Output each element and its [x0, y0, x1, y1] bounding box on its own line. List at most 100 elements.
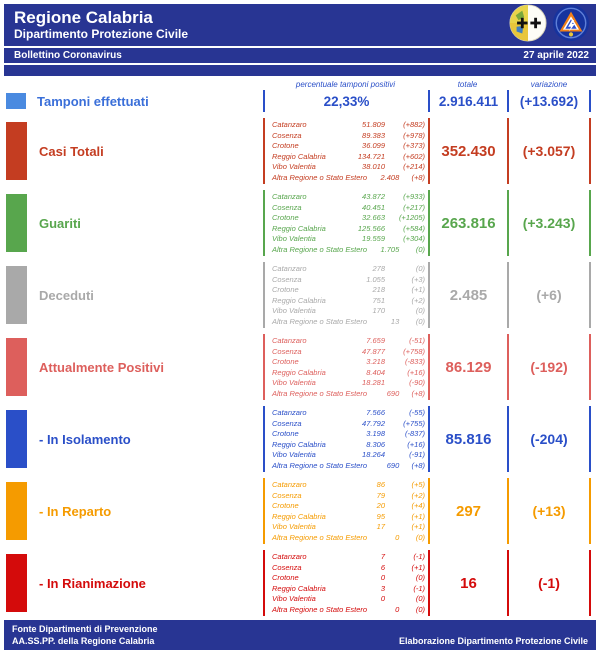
province-value: 86 — [376, 480, 385, 489]
category-variation: (+13) — [507, 478, 591, 544]
category-total: 263.816 — [428, 190, 507, 256]
province-delta: (0) — [415, 264, 425, 273]
province-value: 1.705 — [380, 244, 400, 254]
province-value: 79 — [376, 490, 385, 500]
province-value: 0 — [380, 573, 385, 582]
province-value: 3.198 — [366, 429, 385, 438]
category-total: 352.430 — [428, 118, 507, 184]
province-value: 89.383 — [362, 130, 385, 140]
province-value: 3 — [380, 583, 385, 593]
province-value: 18.264 — [362, 450, 385, 459]
category-label-cell: - In Rianimazione — [4, 550, 263, 616]
tamponi-row: Tamponi effettuati 22,33% 2.916.411 (+13… — [4, 90, 596, 112]
province-value: 17 — [376, 522, 385, 531]
province-line: Vibo Valentia 17 (+1) — [272, 523, 425, 531]
tamponi-percent-value: 22,33% — [263, 90, 428, 112]
category-row: Deceduti Catanzaro 278 (0) Cosenza 1.055… — [4, 262, 596, 328]
province-delta: (0) — [415, 244, 425, 254]
province-name: Catanzaro — [272, 120, 307, 129]
province-list: Catanzaro 7 (-1) Cosenza 6 (+1) Crotone … — [263, 550, 428, 616]
province-name: Cosenza — [272, 346, 302, 356]
province-name: Reggio Calabria — [272, 151, 326, 161]
province-delta: (0) — [415, 573, 425, 582]
bulletin-date: 27 aprile 2022 — [523, 50, 589, 61]
province-value: 2.408 — [380, 172, 400, 182]
province-name: Vibo Valentia — [272, 378, 316, 387]
category-label-cell: - In Isolamento — [4, 406, 263, 472]
province-line: Crotone 3.218 (-833) — [272, 358, 425, 366]
province-name: Catanzaro — [272, 480, 307, 489]
province-value: 7.659 — [366, 336, 385, 345]
province-delta: (-1) — [413, 552, 425, 561]
province-line: Crotone 36.099 (+373) — [272, 142, 425, 150]
tamponi-total-value: 2.916.411 — [428, 90, 507, 112]
category-variation: (+3.057) — [507, 118, 591, 184]
category-row: - In Isolamento Catanzaro 7.566 (-55) Co… — [4, 406, 596, 472]
footer-line2: AA.SS.PP. della Regione Calabria Elabora… — [12, 636, 588, 646]
province-line: Crotone 3.198 (-837) — [272, 430, 425, 438]
category-total: 16 — [428, 550, 507, 616]
province-line: Altra Regione o Stato Estero 690 (+8) — [272, 389, 425, 398]
province-value: 751 — [372, 295, 385, 305]
province-delta: (0) — [415, 594, 425, 603]
tamponi-color-swatch — [6, 93, 26, 109]
category-color-bar — [6, 194, 27, 252]
province-list: Catanzaro 7.659 (-51) Cosenza 47.877 (+7… — [263, 334, 428, 400]
province-line: Cosenza 47.877 (+758) — [272, 346, 425, 356]
bulletin-bar: Bollettino Coronavirus 27 aprile 2022 — [4, 48, 596, 63]
category-row: Guariti Catanzaro 43.872 (+933) Cosenza … — [4, 190, 596, 256]
category-total: 2.485 — [428, 262, 507, 328]
rows-container: Casi Totali Catanzaro 51.809 (+882) Cose… — [4, 118, 596, 616]
category-label-cell: Casi Totali — [4, 118, 263, 184]
province-line: Catanzaro 7.659 (-51) — [272, 337, 425, 345]
province-value: 0 — [395, 604, 400, 614]
province-delta: (-55) — [409, 408, 425, 417]
footer-source-line1: Fonte Dipartimenti di Prevenzione — [12, 624, 158, 635]
category-row: - In Reparto Catanzaro 86 (+5) Cosenza 7… — [4, 478, 596, 544]
province-line: Catanzaro 86 (+5) — [272, 481, 425, 489]
province-line: Catanzaro 278 (0) — [272, 265, 425, 273]
province-value: 51.809 — [362, 120, 385, 129]
province-name: Vibo Valentia — [272, 306, 316, 315]
province-name: Crotone — [272, 501, 299, 510]
province-line: Cosenza 89.383 (+978) — [272, 130, 425, 140]
province-delta: (+978) — [403, 130, 425, 140]
province-name: Catanzaro — [272, 552, 307, 561]
province-name: Vibo Valentia — [272, 594, 316, 603]
province-line: Cosenza 6 (+1) — [272, 562, 425, 572]
province-list: Catanzaro 43.872 (+933) Cosenza 40.451 (… — [263, 190, 428, 256]
category-label-cell: - In Reparto — [4, 478, 263, 544]
province-delta: (-51) — [409, 336, 425, 345]
province-delta: (+758) — [403, 346, 425, 356]
province-delta: (+217) — [403, 202, 425, 212]
province-value: 38.010 — [362, 162, 385, 171]
province-value: 690 — [386, 460, 400, 470]
province-name: Reggio Calabria — [272, 223, 326, 233]
province-value: 6 — [380, 562, 385, 572]
province-delta: (+1) — [411, 562, 425, 572]
province-delta: (+8) — [411, 172, 425, 182]
province-value: 218 — [372, 285, 385, 294]
province-name: Altra Regione o Stato Estero — [272, 172, 368, 182]
province-name: Altra Regione o Stato Estero — [272, 604, 368, 614]
variation-column-header: variazione — [530, 80, 568, 89]
footer-source-line2: AA.SS.PP. della Regione Calabria — [12, 635, 155, 646]
regione-calabria-logo-icon — [509, 3, 547, 47]
total-column-header: totale — [457, 80, 478, 89]
province-delta: (+16) — [407, 367, 425, 377]
province-name: Crotone — [272, 429, 299, 438]
province-line: Altra Regione o Stato Estero 690 (+8) — [272, 460, 425, 470]
province-name: Catanzaro — [272, 336, 307, 345]
province-name: Reggio Calabria — [272, 511, 326, 521]
province-list: Catanzaro 51.809 (+882) Cosenza 89.383 (… — [263, 118, 428, 184]
province-line: Crotone 0 (0) — [272, 574, 425, 582]
category-color-bar — [6, 266, 27, 324]
category-row: Casi Totali Catanzaro 51.809 (+882) Cose… — [4, 118, 596, 184]
province-line: Altra Regione o Stato Estero 0 (0) — [272, 532, 425, 542]
province-delta: (+882) — [403, 120, 425, 129]
province-name: Altra Regione o Stato Estero — [272, 532, 368, 542]
tamponi-variation-value: (+13.692) — [507, 90, 591, 112]
category-color-bar — [6, 410, 27, 468]
category-variation: (-1) — [507, 550, 591, 616]
province-list: Catanzaro 278 (0) Cosenza 1.055 (+3) Cro… — [263, 262, 428, 328]
